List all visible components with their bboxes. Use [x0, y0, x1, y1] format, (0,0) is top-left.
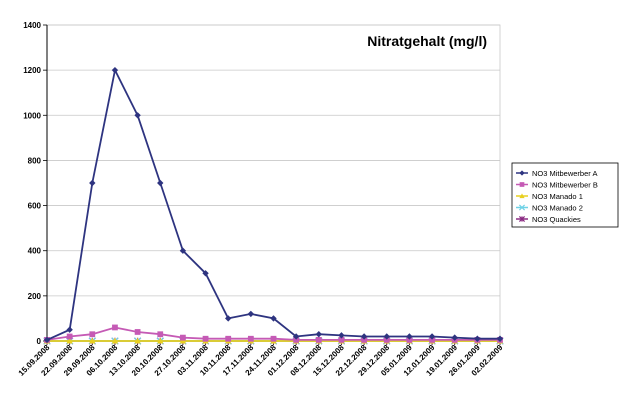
- data-point: [43, 336, 51, 344]
- y-tick-label: 0: [37, 337, 42, 346]
- data-point: [179, 337, 187, 344]
- data-point: [66, 333, 73, 340]
- legend-label: NO3 Mitbewerber A: [532, 169, 597, 178]
- data-point: [89, 337, 96, 344]
- y-tick-label: 800: [28, 156, 42, 165]
- legend-label: NO3 Manado 1: [532, 192, 583, 201]
- data-point: [157, 337, 164, 344]
- data-point: [519, 182, 525, 187]
- series-lines: [43, 66, 504, 345]
- legend-label: NO3 Manado 2: [532, 204, 583, 213]
- series-group: [43, 66, 504, 344]
- data-point: [518, 204, 526, 211]
- data-point: [225, 335, 232, 342]
- data-point: [474, 335, 481, 342]
- data-point: [202, 270, 209, 277]
- legend-label: NO3 Mitbewerber B: [532, 181, 598, 190]
- data-point: [247, 310, 255, 318]
- data-point: [406, 333, 413, 340]
- data-point: [293, 336, 300, 343]
- data-point: [225, 315, 232, 322]
- y-tick-label: 400: [28, 247, 42, 256]
- legend-box: [511, 162, 619, 228]
- series-group: [44, 324, 503, 343]
- y-tick-label: 1200: [23, 66, 41, 75]
- data-point: [134, 337, 141, 344]
- data-point: [66, 326, 73, 333]
- y-tick-label: 200: [28, 292, 42, 301]
- data-point: [111, 66, 119, 74]
- y-tick-label: 600: [28, 202, 42, 211]
- data-point: [315, 331, 322, 338]
- data-point: [247, 335, 254, 342]
- data-point: [111, 337, 119, 344]
- data-point: [89, 179, 96, 187]
- data-point: [180, 334, 186, 341]
- data-point: [134, 112, 141, 119]
- data-point: [112, 324, 118, 331]
- data-point: [428, 333, 436, 340]
- data-point: [518, 215, 526, 223]
- y-tick-label: 1400: [23, 21, 41, 30]
- data-point: [157, 179, 164, 187]
- data-point: [451, 334, 458, 341]
- data-point: [66, 337, 73, 344]
- data-point: [89, 331, 96, 338]
- data-point: [360, 333, 368, 340]
- data-point: [383, 336, 390, 343]
- data-point: [338, 332, 345, 339]
- legend-label: NO3 Quackies: [532, 215, 581, 224]
- y-tick-label: 1000: [23, 111, 41, 120]
- chart-title: Nitratgehalt (mg/l): [367, 33, 487, 49]
- data-point: [361, 336, 367, 343]
- data-point: [134, 329, 141, 335]
- data-point: [270, 335, 277, 342]
- data-point: [519, 170, 525, 176]
- data-point: [202, 335, 209, 342]
- data-point: [406, 336, 413, 343]
- data-point: [519, 193, 525, 199]
- legend: NO3 Mitbewerber A NO3 Mitbewerber B NO3 Ma…: [511, 162, 619, 228]
- data-point: [292, 333, 300, 340]
- data-point: [315, 336, 322, 343]
- data-point: [157, 331, 164, 338]
- data-point: [429, 336, 435, 343]
- data-point: [179, 247, 187, 254]
- data-point: [383, 333, 390, 340]
- data-point: [270, 315, 277, 322]
- data-point: [496, 335, 504, 342]
- series-line: [46, 67, 500, 341]
- data-point: [338, 336, 345, 343]
